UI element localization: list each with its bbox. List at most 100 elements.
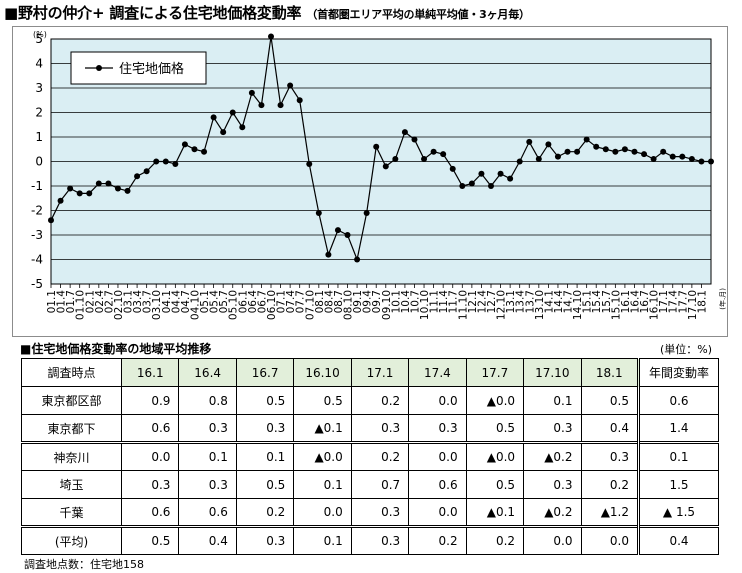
x-tick-label: 17.7 [677, 290, 689, 313]
x-tick-label: 13.4 [515, 290, 527, 314]
data-point [440, 151, 447, 158]
data-point [172, 160, 179, 167]
data-point [334, 227, 341, 234]
x-tick-label: 05.1 [199, 290, 211, 313]
data-point [57, 197, 64, 204]
data-point [526, 138, 533, 145]
x-tick-label: 06.1 [237, 290, 249, 313]
data-point [287, 82, 294, 89]
data-point [679, 153, 686, 160]
table-cell: 0.4 [580, 414, 639, 443]
x-tick-label: 04.1 [161, 290, 173, 313]
data-point [641, 151, 648, 158]
header-date: 16.10 [293, 358, 352, 387]
data-point [268, 33, 274, 40]
x-tick-label: 02.4 [94, 290, 106, 314]
x-tick-label: 14.7 [563, 290, 575, 313]
data-point [459, 183, 466, 189]
x-tick-label: 06.4 [247, 290, 259, 314]
data-point [95, 180, 102, 187]
data-point [535, 156, 542, 163]
header-date: 16.7 [235, 358, 295, 387]
table-cell: 0.3 [120, 470, 180, 499]
table-cell: ▲0.0 [293, 441, 352, 471]
line-chart: 543210-1-2-3-4-5(%)01.101.401.701.1002.1… [31, 30, 727, 320]
table-cell: 0.0 [580, 525, 639, 555]
x-tick-label: 04.4 [170, 290, 182, 314]
x-tick-label: 03.10 [151, 290, 163, 320]
x-tick-label: 05.7 [218, 290, 230, 313]
row-label: 神奈川 [21, 441, 122, 471]
x-tick-label: 05.10 [228, 290, 240, 320]
data-point [134, 173, 141, 180]
table-cell: 0.5 [235, 470, 295, 499]
x-tick-label: 09.10 [381, 290, 393, 320]
x-tick-label: 12.1 [467, 290, 479, 313]
table-cell: 0.0 [293, 498, 352, 527]
table-row: (平均) 0.5 0.4 0.3 0.1 0.3 0.2 0.2 0.0 0.0 0.4 [21, 525, 719, 555]
table-cell: ▲0.0 [465, 441, 525, 471]
header-date: 16.4 [178, 358, 237, 387]
table-cell: 0.0 [523, 525, 582, 555]
data-point [430, 148, 437, 155]
x-tick-label: 14.1 [543, 290, 555, 313]
data-point [191, 146, 198, 153]
data-point [545, 141, 552, 148]
x-tick-label: 10.1 [390, 290, 402, 313]
annual-change-cell: 1.5 [637, 470, 719, 499]
table-cell: 0.3 [178, 414, 237, 443]
x-tick-label: 14.10 [572, 290, 584, 320]
table-cell: 0.5 [120, 525, 180, 555]
header-date: 17.1 [350, 358, 410, 387]
y-tick-label: 1 [35, 130, 43, 144]
table-cell: 0.5 [235, 386, 295, 415]
data-point [296, 97, 303, 104]
table-cell: 0.1 [178, 441, 237, 471]
table-row: 神奈川 0.0 0.1 0.1 ▲0.0 0.2 0.0 ▲0.0 ▲0.2 0.3 0.1 [21, 441, 719, 471]
data-point [516, 158, 523, 165]
data-point [449, 165, 456, 172]
table-cell: 0.1 [523, 386, 582, 415]
series-line [50, 36, 711, 262]
table-cell: ▲0.2 [523, 498, 582, 527]
x-tick-label: 02.1 [84, 290, 96, 313]
annual-change-cell: ▲ 1.5 [637, 498, 719, 527]
x-tick-label: 08.10 [343, 290, 355, 320]
y-tick-label: -3 [31, 228, 43, 242]
x-tick-label: 07.4 [285, 290, 297, 314]
chart-frame: 5 4 3 2 1 0 -1 -2 -3 -4 -5 (%) 01.1 01.4 01.7 01.10 02.1… [12, 26, 728, 337]
data-point [220, 129, 227, 136]
data-point [507, 175, 514, 182]
y-tick-label: 2 [35, 106, 43, 120]
table-cell: 0.7 [350, 470, 410, 499]
row-label: (平均) [21, 525, 122, 555]
data-point [401, 129, 408, 136]
header-survey-point: 調査時点 [21, 358, 122, 387]
header-date: 17.10 [523, 358, 582, 387]
x-tick-label: 02.10 [113, 290, 125, 320]
x-tick-label: 10.7 [409, 290, 421, 313]
page-title: ■野村の仲介+ 調査による住宅地価格変動率 （首都圏エリア平均の単純平均値・3ヶ… [4, 4, 530, 22]
data-point [583, 136, 590, 143]
x-tick-label: 08.7 [333, 290, 345, 313]
x-tick-label: 17.10 [687, 290, 699, 320]
data-point [124, 187, 131, 194]
data-point [239, 124, 246, 131]
data-point [373, 143, 380, 150]
x-tick-label: 07.10 [304, 290, 316, 320]
table-cell: 0.5 [465, 414, 525, 443]
x-tick-label: 10.10 [419, 290, 431, 320]
x-tick-label: 08.4 [323, 290, 335, 314]
x-tick-label: 05.4 [209, 290, 221, 314]
x-tick-label: 10.4 [400, 290, 412, 314]
x-tick-label: 04.7 [180, 290, 192, 313]
data-point [574, 148, 581, 155]
data-point [497, 170, 504, 177]
data-point [229, 109, 236, 116]
table-cell: ▲0.2 [523, 441, 582, 471]
y-tick-label: 4 [35, 57, 43, 71]
data-point [488, 183, 494, 189]
x-unit-label: (年.月) [718, 288, 727, 310]
table-cell: 0.3 [235, 525, 295, 555]
data-point [621, 146, 628, 153]
